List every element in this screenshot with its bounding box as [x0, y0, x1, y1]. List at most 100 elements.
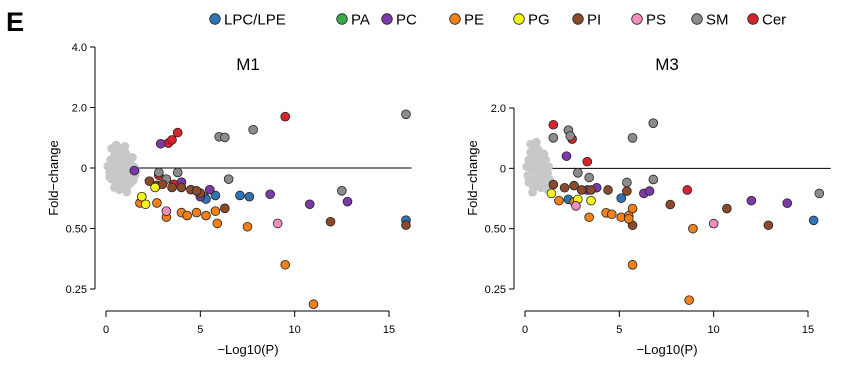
x-tick-label: 15	[802, 324, 814, 336]
legend-item: LPC/LPE	[209, 12, 286, 29]
scatter-point	[688, 223, 698, 234]
scatter-point-nonsignificant	[524, 178, 534, 187]
scatter-point	[220, 203, 230, 214]
series-pc	[129, 138, 353, 210]
series-pi	[144, 176, 411, 230]
scatter-point	[210, 206, 221, 216]
scatter-point	[210, 190, 221, 201]
scatter-point	[161, 206, 172, 216]
y-tick-label: 2.0	[72, 103, 87, 115]
scatter-point	[644, 186, 655, 196]
scatter-point-nonsignificant	[536, 183, 546, 193]
scatter-point	[342, 196, 353, 207]
scatter-point	[622, 186, 632, 196]
scatter-point	[265, 189, 275, 200]
scatter-point	[155, 138, 166, 149]
y-tick-label: 0	[81, 163, 87, 175]
scatter-point	[167, 135, 177, 145]
chart-title: M3	[655, 55, 679, 74]
scatter-point	[280, 259, 291, 270]
scatter-point-nonsignificant	[120, 142, 130, 151]
scatter-point	[223, 174, 234, 184]
scatter-point	[665, 199, 676, 210]
scatter-point	[763, 220, 774, 231]
y-tick-label: 0.25	[66, 284, 87, 296]
x-axis-title: −Log10(P)	[217, 342, 278, 357]
scatter-point	[242, 221, 253, 232]
scatter-point	[172, 167, 183, 178]
y-tick-label: 2.0	[491, 103, 506, 115]
scatter-point	[648, 174, 659, 185]
scatter-point	[272, 218, 283, 229]
legend-label: PG	[528, 12, 550, 29]
y-tick-label: 4.0	[72, 42, 87, 54]
scatter-point	[152, 198, 162, 208]
x-tick-label: 10	[289, 324, 301, 336]
scatter-point	[167, 182, 177, 193]
legend-label: SM	[706, 12, 729, 29]
scatter-point	[682, 185, 693, 195]
scatter-point	[304, 199, 315, 210]
scatter-point	[623, 214, 634, 224]
scatter-point-nonsignificant	[543, 168, 553, 178]
scatter-point	[582, 156, 593, 167]
scatter-point	[586, 185, 596, 195]
scatter-point	[325, 216, 336, 227]
scatter-point	[548, 179, 559, 190]
scatter-point	[308, 299, 319, 310]
legend-marker	[381, 13, 393, 25]
legend-label: LPC/LPE	[224, 12, 286, 29]
y-tick-label: 0.50	[485, 224, 506, 236]
x-tick-label: 0	[522, 324, 528, 336]
y-axis-title: Fold−change	[465, 140, 480, 216]
y-tick-label: 0	[500, 163, 506, 175]
scatter-point	[559, 182, 570, 193]
legend-label: PC	[396, 12, 417, 29]
scatter-point	[548, 133, 559, 143]
legend-label: PE	[464, 12, 484, 29]
legend-item: PA	[336, 12, 370, 29]
scatter-point	[584, 172, 594, 183]
scatter-point	[627, 203, 638, 214]
x-tick-label: 15	[383, 324, 395, 336]
scatter-point	[172, 127, 183, 138]
scatter-point	[722, 203, 732, 214]
scatter-point	[565, 131, 576, 141]
scatter-point-nonsignificant	[105, 172, 115, 182]
legend-marker	[747, 13, 759, 25]
legend-item: PI	[572, 12, 601, 29]
legend-label: PA	[351, 12, 370, 29]
scatter-point	[212, 218, 223, 229]
scatter-point	[129, 165, 140, 176]
series-pg	[137, 182, 160, 210]
scatter-point	[235, 190, 245, 201]
scatter-point	[546, 188, 557, 199]
scatter-point	[191, 207, 202, 218]
chart-title: M1	[236, 55, 260, 74]
scatter-point	[561, 151, 572, 161]
scatter-point	[554, 195, 564, 206]
x-tick-label: 5	[616, 324, 622, 336]
scatter-point-nonsignificant	[111, 140, 121, 150]
scatter-point	[248, 124, 258, 135]
legend-marker	[631, 13, 643, 25]
legend-item: SM	[691, 12, 729, 29]
scatter-point-nonsignificant	[531, 137, 541, 147]
series-lpc-lpe	[201, 190, 411, 225]
scatter-point	[337, 186, 347, 196]
scatter-point	[280, 111, 291, 122]
scatter-point	[808, 215, 819, 226]
legend-item: Cer	[747, 12, 786, 29]
legend-marker	[572, 13, 584, 25]
scatter-point	[144, 176, 155, 186]
scatter-point	[191, 186, 202, 196]
y-tick-label: 0.50	[66, 224, 87, 236]
legend-label: PS	[646, 12, 666, 29]
chart-m3: M3 2.0 0 0.50 0.25 0 5 10 15 −Log10(P) Fold−change	[465, 55, 831, 357]
y-tick-label: 0.25	[485, 284, 506, 296]
scatter-point	[622, 177, 632, 188]
legend-marker	[336, 13, 348, 25]
series-pc	[561, 151, 793, 208]
chart-m1: M1 4.0 2.0 0 0.50 0.25 0 5 10 15 −Log10(P) Fold−cha…	[46, 42, 412, 357]
